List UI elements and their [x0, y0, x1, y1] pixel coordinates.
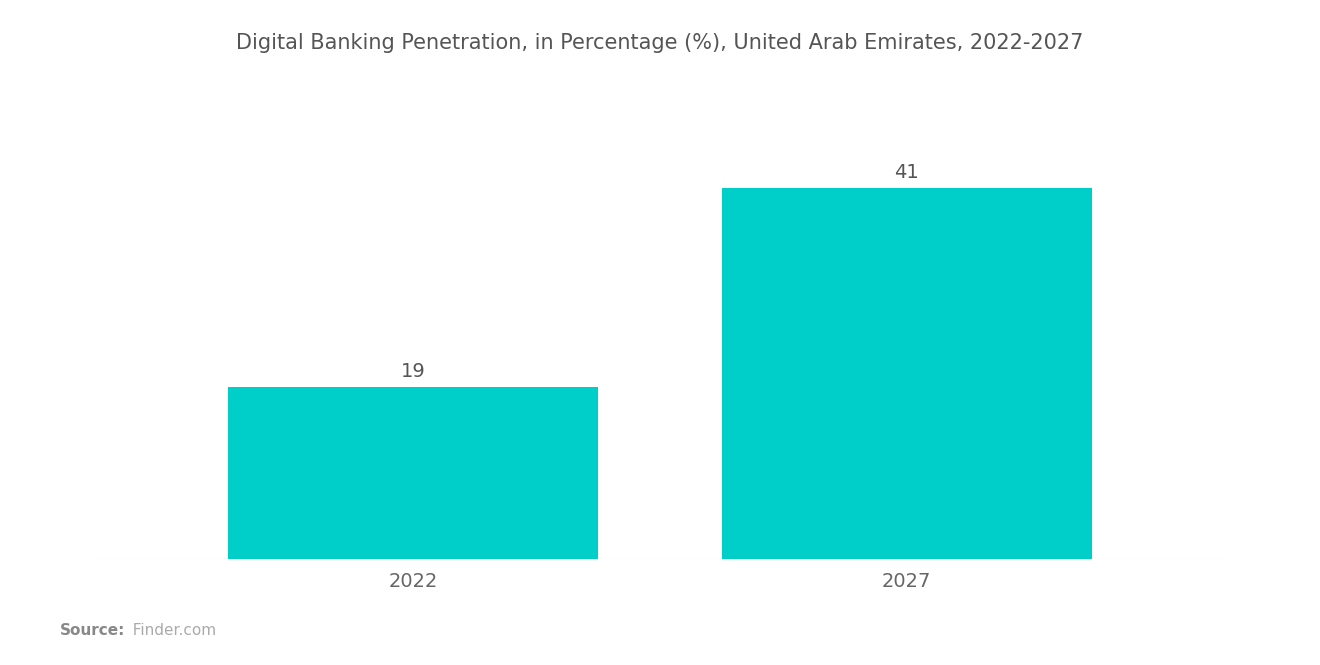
- Bar: [228, 387, 598, 559]
- Text: 19: 19: [401, 362, 425, 381]
- Bar: [722, 188, 1092, 559]
- Text: Digital Banking Penetration, in Percentage (%), United Arab Emirates, 2022-2027: Digital Banking Penetration, in Percenta…: [236, 33, 1084, 53]
- Text: Source:: Source:: [59, 623, 125, 638]
- Text: 41: 41: [895, 164, 919, 182]
- Text: Finder.com: Finder.com: [123, 623, 216, 638]
